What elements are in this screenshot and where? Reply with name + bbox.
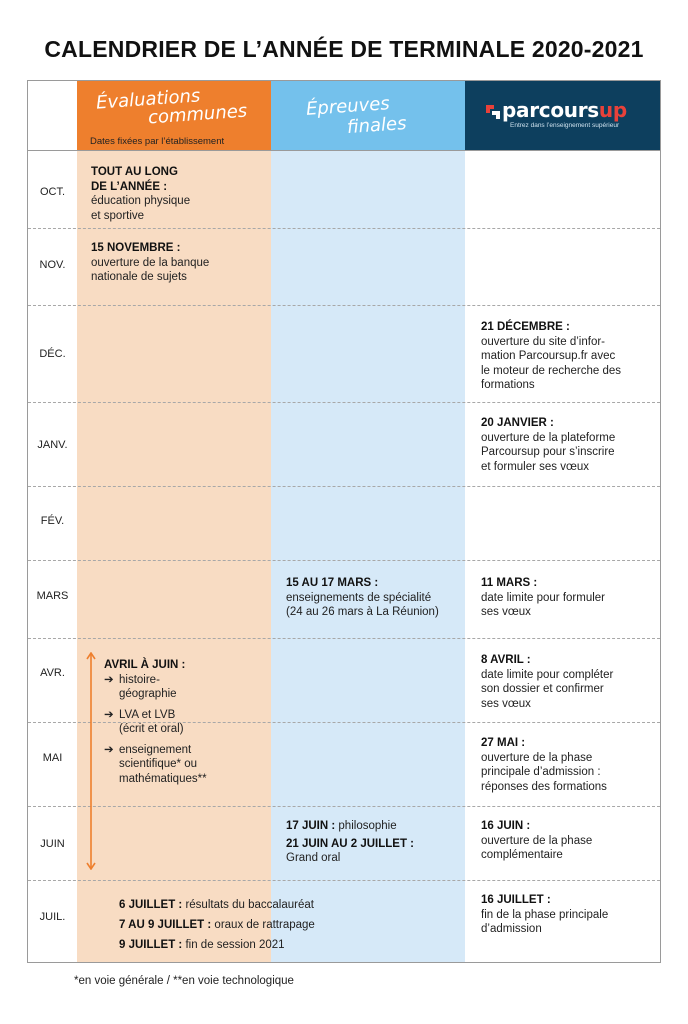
parcoursup-logo-text: parcoursup xyxy=(502,98,627,122)
month-label: JANV. xyxy=(37,439,68,451)
month-label: MAI xyxy=(42,752,63,764)
row-divider xyxy=(28,638,660,639)
month-label: NOV. xyxy=(39,259,66,271)
row-divider xyxy=(28,880,660,881)
juillet-results-cell: 6 JUILLET : résultats du baccalauréat 7 … xyxy=(119,899,315,951)
eval-nov-cell: 15 NOVEMBRE : ouverture de la banque nat… xyxy=(91,242,210,283)
footnote: *en voie générale / **en voie technologi… xyxy=(74,975,294,987)
month-label: AVR. xyxy=(40,667,65,679)
row-divider xyxy=(28,228,660,229)
parcoursup-tagline: Entrez dans l’enseignement supérieur xyxy=(510,122,620,129)
parcoursup-juillet-cell: 16 JUILLET : fin de la phase principale … xyxy=(481,894,609,935)
parcoursup-avril-cell: 8 AVRIL : date limite pour compléter son… xyxy=(481,654,614,710)
eval-item-sciences: ➔ enseignement scientifique* ou mathémat… xyxy=(104,743,207,785)
row-divider xyxy=(28,486,660,487)
epreuves-mars-cell: 15 AU 17 MARS : enseignements de spécial… xyxy=(286,577,439,618)
month-label: JUIN xyxy=(40,838,65,850)
parcoursup-mars-cell: 11 MARS : date limite pour formuler ses … xyxy=(481,577,605,618)
eval-item-histoire: ➔ histoire- géographie xyxy=(104,673,177,701)
page-title: CALENDRIER DE L’ANNÉE DE TERMINALE 2020-… xyxy=(44,36,644,62)
row-divider xyxy=(28,305,660,306)
epreuves-column xyxy=(271,81,465,962)
month-label: DÉC. xyxy=(39,348,66,360)
avril-juin-range-arrow xyxy=(86,652,96,870)
month-label: FÉV. xyxy=(40,515,65,527)
parcoursup-mai-cell: 27 MAI : ouverture de la phase principal… xyxy=(481,737,607,793)
month-label: JUIL. xyxy=(39,911,66,923)
arrow-right-icon: ➔ xyxy=(104,743,114,756)
row-divider xyxy=(28,150,660,151)
evaluations-column xyxy=(77,81,271,962)
evaluations-subheading: Dates fixées par l’établissement xyxy=(90,136,225,147)
parcoursup-dec-cell: 21 DÉCEMBRE : ouverture du site d’infor-… xyxy=(481,321,621,391)
eval-item-langues: ➔ LVA et LVB (écrit et oral) xyxy=(104,708,184,736)
arrow-right-icon: ➔ xyxy=(104,708,114,721)
row-divider xyxy=(28,722,660,723)
epreuves-header xyxy=(271,81,465,150)
epreuves-juin-cell: 17 JUIN : philosophie 21 JUIN AU 2 JUILL… xyxy=(286,820,415,864)
eval-avril-juin-cell: AVRIL À JUIN : ➔ histoire- géographie ➔ … xyxy=(104,658,269,786)
arrow-right-icon: ➔ xyxy=(104,673,114,686)
parcoursup-logo: parcoursup Entrez dans l’enseignement su… xyxy=(480,98,650,138)
row-divider xyxy=(28,806,660,807)
row-divider xyxy=(28,560,660,561)
month-label: MARS xyxy=(36,590,69,602)
row-divider xyxy=(28,402,660,403)
epreuves-heading-2: finales xyxy=(346,112,408,139)
parcoursup-logo-icon xyxy=(486,105,500,119)
evaluations-header xyxy=(77,81,271,150)
parcoursup-juin-cell: 16 JUIN : ouverture de la phase compléme… xyxy=(481,820,593,861)
month-label: OCT. xyxy=(39,186,66,198)
eval-oct-cell: TOUT AU LONG DE L’ANNÉE : éducation phys… xyxy=(91,166,191,222)
parcoursup-janv-cell: 20 JANVIER : ouverture de la plateforme … xyxy=(481,417,616,473)
